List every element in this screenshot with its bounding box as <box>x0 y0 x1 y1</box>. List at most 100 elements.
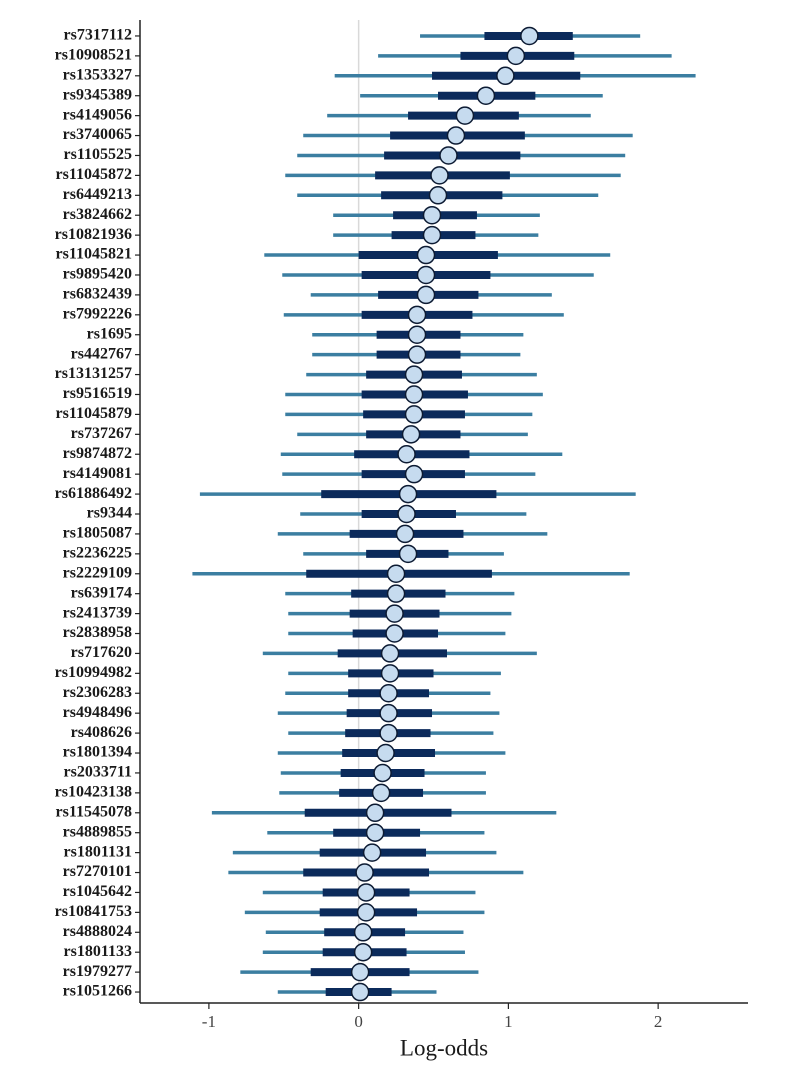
point-estimate <box>371 783 391 803</box>
point-estimate <box>455 106 475 125</box>
y-tick-label: rs1801394 <box>63 744 132 761</box>
point-estimate <box>365 803 385 823</box>
y-tick-label: rs408626 <box>71 724 132 741</box>
point-estimate <box>407 305 427 325</box>
point-estimate <box>506 46 526 66</box>
point-estimate <box>401 425 421 444</box>
y-tick-label: rs2236225 <box>63 545 132 562</box>
point-estimate <box>416 285 436 305</box>
point-estimate <box>404 385 424 404</box>
point-estimate <box>422 205 442 225</box>
point-estimate <box>520 26 539 46</box>
y-tick-label: rs1695 <box>87 325 132 342</box>
point-estimate <box>476 86 496 105</box>
y-tick-label: rs2413739 <box>63 604 132 621</box>
x-axis-label: Log-odds <box>400 1035 488 1060</box>
y-tick-label: rs9895420 <box>63 266 132 283</box>
y-tick-label: rs9344 <box>87 505 132 522</box>
y-tick-label: rs3824662 <box>63 206 132 223</box>
y-tick-label: rs10841753 <box>55 903 132 920</box>
y-tick-label: rs11045872 <box>56 166 132 183</box>
point-estimate <box>385 604 404 623</box>
y-tick-label: rs717620 <box>71 644 132 661</box>
y-tick-label: rs2033711 <box>64 764 132 781</box>
point-estimate <box>362 843 382 862</box>
x-tick-label: 2 <box>654 1012 663 1031</box>
point-estimate <box>379 703 398 723</box>
y-tick-label: rs61886492 <box>55 485 132 502</box>
point-estimate <box>430 166 449 185</box>
y-tick-label: rs1979277 <box>63 963 132 980</box>
point-estimate <box>379 723 398 743</box>
point-estimate <box>398 544 418 564</box>
y-tick-label: rs9874872 <box>63 445 132 462</box>
point-estimate <box>350 982 370 1002</box>
point-estimate <box>356 903 376 922</box>
y-tick-label: rs7317112 <box>64 27 132 44</box>
point-estimate <box>439 146 458 165</box>
y-tick-label: rs11045879 <box>56 405 132 422</box>
y-tick-label: rs9516519 <box>63 385 132 402</box>
x-tick-label: 1 <box>504 1012 513 1031</box>
point-estimate <box>404 365 424 384</box>
point-estimate <box>428 186 448 205</box>
point-estimate <box>365 823 385 842</box>
point-estimate <box>356 883 376 902</box>
point-estimate <box>379 684 398 703</box>
y-tick-label: rs1105525 <box>64 146 132 163</box>
y-tick-label: rs4889855 <box>63 823 132 840</box>
x-tick-label: -1 <box>202 1012 216 1031</box>
point-estimate <box>395 524 415 544</box>
point-estimate <box>397 444 416 464</box>
y-tick-label: rs1051266 <box>63 983 132 1000</box>
y-tick-label: rs1805087 <box>63 525 132 542</box>
y-tick-label: rs6449213 <box>63 186 132 203</box>
point-estimate <box>496 66 515 86</box>
y-tick-label: rs7992226 <box>63 305 132 322</box>
point-estimate <box>353 942 373 962</box>
y-tick-label: rs4948496 <box>63 704 132 721</box>
y-tick-label: rs2306283 <box>63 684 132 701</box>
point-estimate <box>350 962 370 982</box>
point-estimate <box>373 763 392 783</box>
point-estimate <box>407 345 427 364</box>
y-tick-label: rs442767 <box>71 345 132 362</box>
point-estimate <box>407 325 427 344</box>
y-tick-label: rs11545078 <box>56 803 132 820</box>
point-estimate <box>446 126 466 145</box>
point-estimate <box>404 405 424 424</box>
y-tick-label: rs7270101 <box>63 863 132 880</box>
y-tick-label: rs4149056 <box>63 106 132 123</box>
point-estimate <box>380 644 400 663</box>
y-tick-label: rs10423138 <box>55 784 132 801</box>
point-estimate <box>404 464 424 484</box>
x-tick-label: 0 <box>354 1012 363 1031</box>
y-tick-label: rs4149081 <box>63 465 132 482</box>
y-tick-label: rs1801131 <box>64 843 132 860</box>
point-estimate <box>353 923 373 942</box>
y-tick-label: rs737267 <box>71 425 132 442</box>
point-estimate <box>416 245 436 265</box>
y-tick-label: rs9345389 <box>63 86 132 103</box>
y-tick-label: rs10821936 <box>55 226 132 243</box>
y-tick-label: rs2229109 <box>63 564 132 581</box>
y-tick-label: rs6832439 <box>63 286 132 303</box>
point-estimate <box>385 624 404 643</box>
point-estimate <box>355 863 374 882</box>
point-estimate <box>398 484 418 504</box>
y-tick-label: rs1353327 <box>63 66 132 83</box>
y-tick-label: rs639174 <box>71 584 132 601</box>
point-estimate <box>386 564 406 584</box>
y-tick-label: rs1801133 <box>64 943 132 960</box>
y-tick-label: rs13131257 <box>55 365 132 382</box>
y-tick-label: rs10994982 <box>55 664 132 681</box>
point-estimate <box>386 584 406 603</box>
y-tick-label: rs3740065 <box>63 126 132 143</box>
y-tick-label: rs10908521 <box>55 47 132 64</box>
point-estimate <box>397 504 416 524</box>
y-tick-label: rs1045642 <box>63 883 132 900</box>
point-estimate <box>380 664 400 683</box>
y-tick-label: rs2838958 <box>63 624 132 641</box>
point-estimate <box>422 225 442 245</box>
